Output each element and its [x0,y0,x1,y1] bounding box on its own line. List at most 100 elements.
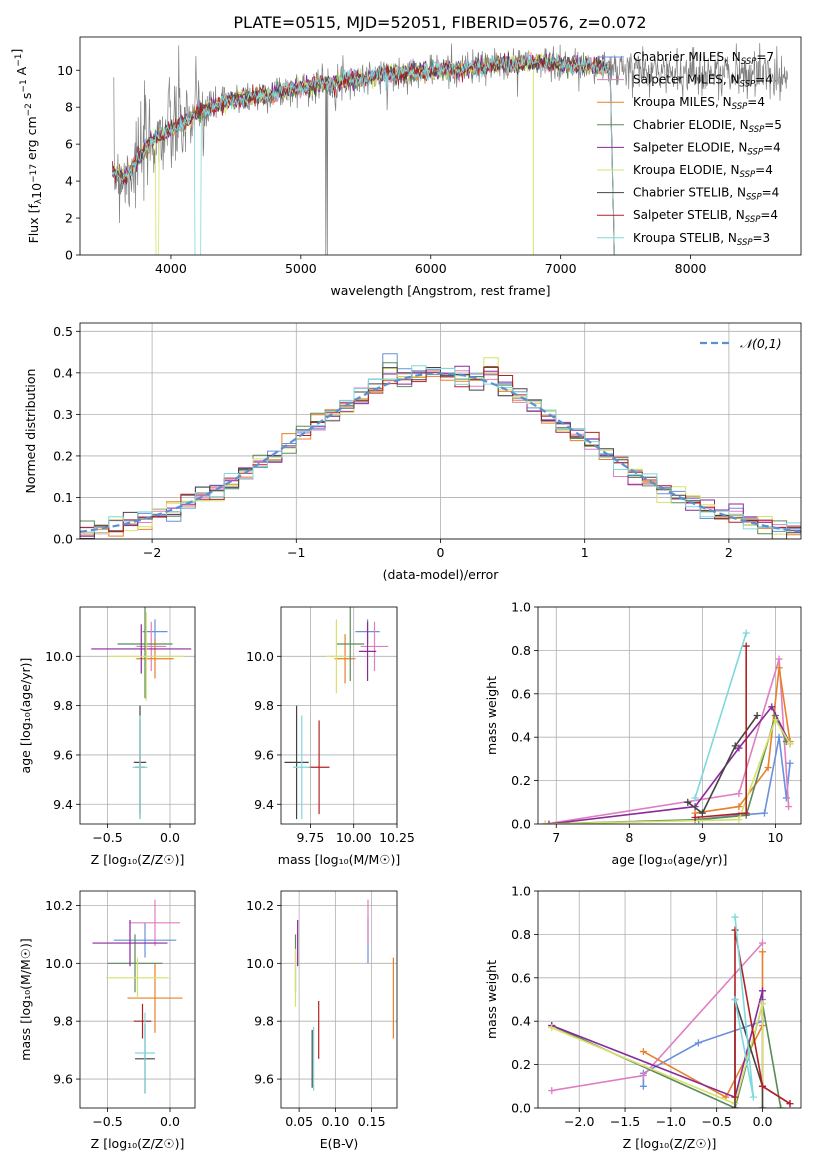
x-tick-label: 7000 [545,261,577,276]
legend-text: Kroupa ELODIE, N [633,163,740,177]
y-tick-label: 0.1 [53,490,73,505]
x-tick-label: 8000 [675,261,707,276]
axes-frame [79,890,196,1109]
legend-entry-SM: Salpeter MILES, NSSP=4 [633,73,773,90]
x-axis-label: Z [log₁₀(Z/Z☉)] [91,1136,185,1151]
x-axis-label: Z [log₁₀(Z/Z☉)] [91,852,185,867]
x-tick-label: 9.75 [297,830,325,845]
weight-line-SM [545,658,790,824]
x-tick-label: 0.0 [753,1114,773,1129]
weight-marker-CM [786,759,794,767]
weight-marker-KM [764,764,772,772]
weight-marker-CS [759,1104,767,1108]
weight-line-SE [548,705,791,824]
x-tick-label: 1 [581,545,589,560]
y-tick-label: 10 [57,63,73,78]
weight-marker-CS [684,798,692,806]
weight-marker-SS [759,1082,767,1090]
legend-text: Salpeter ELODIE, N [633,140,747,154]
x-axis-label: age [log₁₀(age/yr)] [612,852,728,867]
y-tick-label: 0 [65,248,73,263]
spectrum-model-KS [112,52,615,255]
y-tick-label: 0.8 [511,643,531,658]
x-tick-label: −0.5 [702,1114,732,1129]
y-axis-label-part: 10 [29,183,44,199]
legend-rest: =4 [762,186,780,200]
y-tick-label: 9.6 [53,747,73,762]
legend-sub: SSP [746,193,762,203]
legend-text: Salpeter MILES, N [633,73,740,87]
y-axis-label-part: s [19,93,34,104]
y-axis-label: mass weight [484,676,499,755]
legend-sub: SSP [741,57,757,67]
mass_vs_Z-axes: −0.5 0.0 9.6 9.8 10.0 10.2 [45,891,195,1129]
massweight_vs_Z-axes: −2.0 −1.5 −1.0 −0.5 0.0 0.0 0.2 0.4 0.6 0.8 1.0 [511,884,801,1129]
y-tick-label: 4 [65,174,73,189]
y-tick-label: 0.3 [53,407,73,422]
y-axis-label-part: Flux [ [26,209,41,244]
y-tick-label: 0.8 [511,927,531,942]
y-tick-label: 1.0 [511,884,531,899]
x-axis-label: Z [log₁₀(Z/Z☉)] [623,1136,717,1151]
x-tick-label: −0.5 [92,1114,122,1129]
y-tick-label: 10.2 [246,898,274,913]
weight-marker-SS [786,1100,794,1108]
weight-marker-CS [698,809,706,817]
x-axis-label: E(B-V) [320,1136,359,1151]
y-axis-label-part: λ [34,198,44,204]
x-tick-label: −1 [287,545,305,560]
weight-marker-SM [785,803,793,811]
weight-marker-SS [731,926,739,934]
legend-text: Chabrier MILES, N [633,50,741,64]
y-tick-label: 8 [65,100,73,115]
x-tick-label: 10.25 [379,830,415,845]
legend-rest: =4 [755,163,773,177]
mass_vs_ebv-axes: 0.05 0.10 0.15 9.6 9.8 10.0 10.2 [246,891,397,1129]
weight-marker-CM [639,1082,647,1090]
weight-marker-KS [749,1093,757,1101]
hist-step-CS [80,366,801,539]
weight-line-KS [694,632,747,799]
legend-rest: =4 [755,73,773,87]
y-tick-label: 9.8 [254,1014,274,1029]
weight-marker-KM [775,664,783,672]
weight-marker-SM [548,1087,556,1095]
spectrum-model-SS [112,53,615,255]
y-axis-label-part: ] [9,49,24,54]
weight-marker-KE [771,716,779,724]
y-axis-label: Flux [fλ10−17 erg cm−2 s−1 A−1] [9,49,44,244]
x-tick-label: 8 [625,830,633,845]
x-axis-label: mass [log₁₀(M/M☉)] [278,852,400,867]
hist-step-KS [80,365,801,533]
x-tick-label: 0.0 [160,1114,180,1129]
weight-marker-CS [731,742,739,750]
weight-line-KE [545,717,791,824]
y-tick-label: 9.8 [254,698,274,713]
weight-marker-KS [731,996,739,1003]
weight-marker-KS [731,913,739,921]
y-tick-label: 0.5 [53,324,73,339]
y-tick-label: 0.2 [53,448,73,463]
x-tick-label: 0.0 [160,830,180,845]
legend-entry-KE: Kroupa ELODIE, NSSP=4 [633,163,773,180]
weight-marker-CM [694,1039,702,1047]
weight-marker-KM [735,803,743,811]
weight-marker-SM [759,939,767,947]
x-tick-label: 0.05 [285,1114,313,1129]
age_vs_Z-axes: −0.5 0.0 9.4 9.6 9.8 10.0 [45,607,195,845]
y-axis-label-part: A [14,66,29,79]
axes-frame [537,890,802,1109]
legend-rest: =4 [763,140,781,154]
legend-text: Chabrier ELODIE, N [633,118,749,132]
spectrum-model-SM [112,52,615,255]
y-tick-label: 9.6 [254,747,274,762]
weight-marker-SE [768,703,776,711]
x-tick-label: 6000 [415,261,447,276]
y-tick-label: 0.2 [511,1057,531,1072]
axes-frame [79,36,802,256]
legend-entry-SS: Salpeter STELIB, NSSP=4 [633,208,778,225]
y-tick-label: 0.2 [511,773,531,788]
y-tick-label: 0.6 [511,970,531,985]
legend-sub: SSP [740,80,756,90]
